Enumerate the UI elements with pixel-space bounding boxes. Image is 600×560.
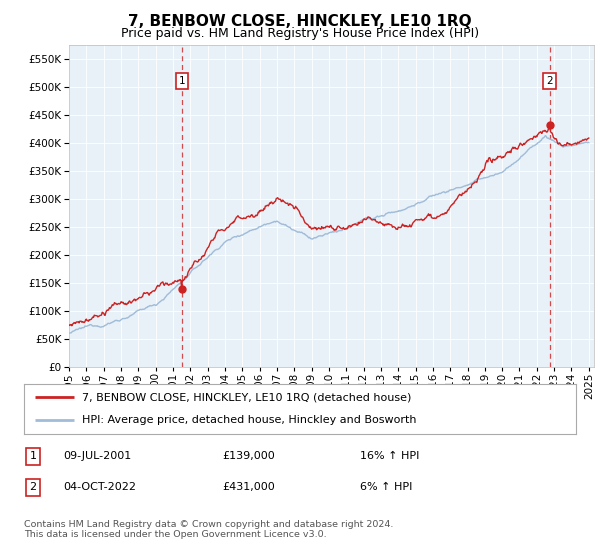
Text: 1: 1 bbox=[179, 76, 185, 86]
Text: Price paid vs. HM Land Registry's House Price Index (HPI): Price paid vs. HM Land Registry's House … bbox=[121, 27, 479, 40]
Text: 7, BENBOW CLOSE, HINCKLEY, LE10 1RQ: 7, BENBOW CLOSE, HINCKLEY, LE10 1RQ bbox=[128, 14, 472, 29]
Text: 2: 2 bbox=[547, 76, 553, 86]
Text: 09-JUL-2001: 09-JUL-2001 bbox=[63, 451, 131, 461]
Text: £431,000: £431,000 bbox=[222, 482, 275, 492]
Text: 7, BENBOW CLOSE, HINCKLEY, LE10 1RQ (detached house): 7, BENBOW CLOSE, HINCKLEY, LE10 1RQ (det… bbox=[82, 392, 412, 402]
Text: 16% ↑ HPI: 16% ↑ HPI bbox=[360, 451, 419, 461]
Text: HPI: Average price, detached house, Hinckley and Bosworth: HPI: Average price, detached house, Hinc… bbox=[82, 416, 416, 426]
Text: 04-OCT-2022: 04-OCT-2022 bbox=[63, 482, 136, 492]
Text: £139,000: £139,000 bbox=[222, 451, 275, 461]
Text: 6% ↑ HPI: 6% ↑ HPI bbox=[360, 482, 412, 492]
Text: 1: 1 bbox=[29, 451, 37, 461]
Text: 2: 2 bbox=[29, 482, 37, 492]
Text: Contains HM Land Registry data © Crown copyright and database right 2024.
This d: Contains HM Land Registry data © Crown c… bbox=[24, 520, 394, 539]
